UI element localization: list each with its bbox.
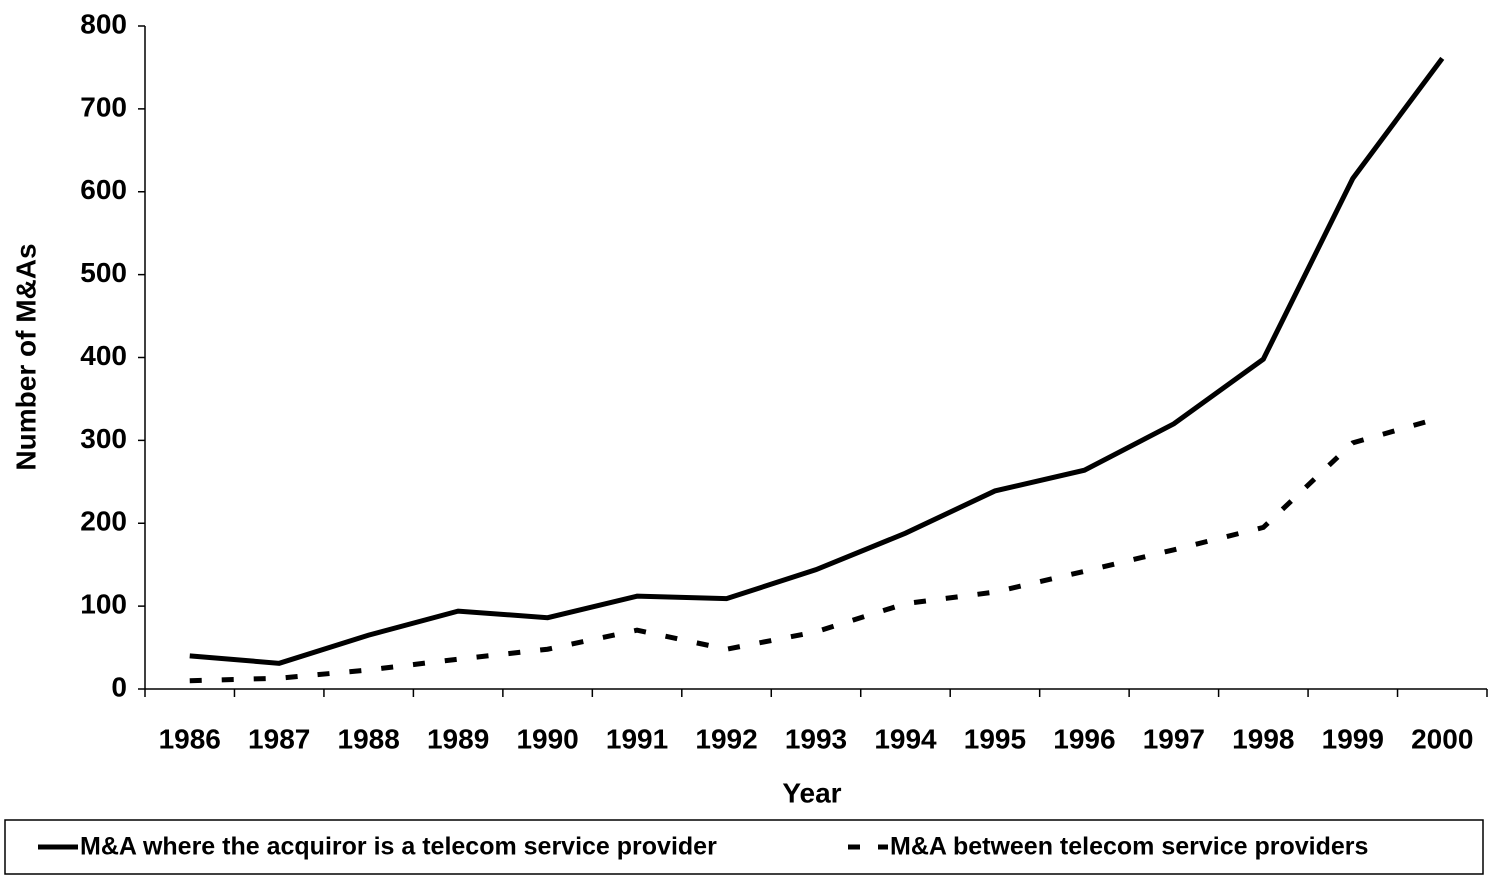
y-tick-label: 700 [80, 91, 127, 122]
x-tick-label: 1994 [874, 723, 937, 754]
x-tick-label: 1987 [248, 723, 310, 754]
x-tick-label: 1996 [1053, 723, 1115, 754]
legend-label: M&A between telecom service providers [890, 833, 1368, 861]
x-tick-label: 1986 [159, 723, 221, 754]
x-tick-label: 1997 [1143, 723, 1205, 754]
series-line [189, 414, 1443, 684]
y-tick-label: 800 [80, 8, 127, 39]
y-tick-label: 200 [80, 506, 127, 537]
x-axis-label: Year [782, 777, 841, 808]
y-tick-label: 400 [80, 340, 127, 371]
y-tick-label: 600 [80, 174, 127, 205]
x-tick-label: 1999 [1322, 723, 1384, 754]
y-tick-label: 0 [111, 671, 127, 702]
x-tick-label: 1992 [695, 723, 757, 754]
series-line [189, 56, 1445, 666]
x-tick-label: 1993 [785, 723, 847, 754]
x-tick-label: 2000 [1411, 723, 1473, 754]
x-tick-label: 1989 [427, 723, 489, 754]
x-tick-label: 1995 [964, 723, 1026, 754]
x-tick-label: 1990 [516, 723, 578, 754]
y-tick-label: 100 [80, 589, 127, 620]
x-tick-label: 1991 [606, 723, 668, 754]
legend-label: M&A where the acquiror is a telecom serv… [80, 833, 717, 861]
y-axis-label: Number of M&As [10, 243, 41, 470]
x-tick-label: 1998 [1232, 723, 1294, 754]
y-tick-label: 300 [80, 423, 127, 454]
legend-box [4, 819, 1484, 875]
y-tick-label: 500 [80, 257, 127, 288]
x-tick-label: 1988 [338, 723, 400, 754]
